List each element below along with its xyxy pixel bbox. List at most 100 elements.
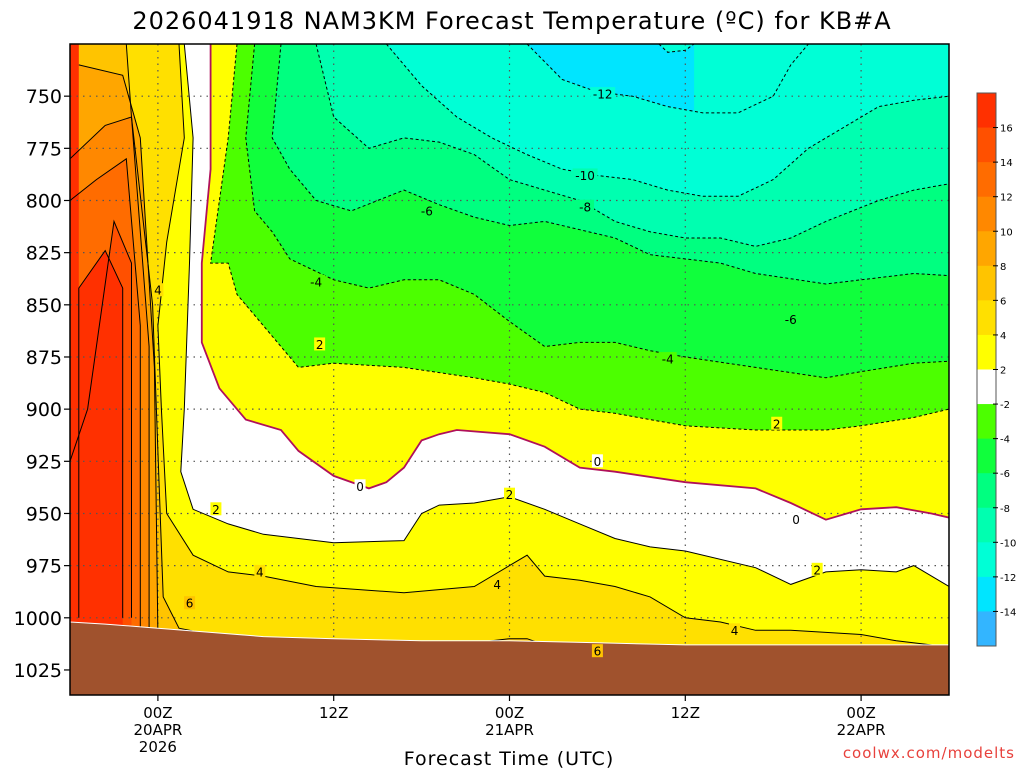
contour-label-bg-9 [354,479,366,493]
isotherm--8 [315,44,949,247]
contour-label-bg-2 [576,199,595,213]
colorbar-label-8: -2 [1000,400,1010,411]
isotherm--14 [658,44,695,53]
colorbar-label-7: 2 [1000,366,1006,377]
colorbar-label-13: -12 [1000,573,1016,584]
colorbar-label-14: -14 [1000,607,1016,618]
contour-label-9: 0 [356,480,364,494]
contour-label-6: -4 [662,353,674,367]
y-tick-label-6: 900 [26,399,62,421]
colorbar-label-0: 16 [1000,124,1013,135]
fill-above-16 [70,44,123,695]
colorbar-bin-11 [977,473,996,509]
y-tick-label-0: 750 [26,86,62,108]
colorbar-bin-13 [977,542,996,578]
x-tick-label-1-0: 12Z [319,704,348,722]
isotherm--2 [210,44,949,431]
colorbar-bin-6 [977,300,996,336]
colorbar-bin-5 [977,265,996,301]
chart-title: 2026041918 NAM3KM Forecast Temperature (… [132,7,891,35]
colorbar-label-10: -6 [1000,469,1010,480]
contour-label-8: 2 [773,417,781,431]
y-tick-label-1: 775 [26,138,62,160]
contour-label-bg-13 [210,502,222,516]
ground-terrain [70,621,949,695]
contour-label-16: 4 [256,565,264,579]
x-tick-label-2-1: 21APR [485,721,534,739]
colorbar-bin-12 [977,507,996,543]
colorbar-bin-15 [977,611,996,647]
isotherm-4 [157,44,949,648]
x-tick-label-0-1: 20APR [133,721,182,739]
contour-label-bg-19 [184,596,196,610]
isotherm-14 [70,219,132,618]
contour-label-bg-1 [572,168,598,182]
credit-link[interactable]: coolwx.com/modelts [843,744,1015,762]
colorbar-label-3: 10 [1000,227,1013,238]
contour-label-14: 2 [813,563,821,577]
contour-label-bg-16 [254,564,266,578]
y-tick-label-10: 1000 [14,608,62,630]
y-tick-label-8: 950 [26,503,62,525]
isotherm-16 [78,249,124,618]
fill-above-0 [70,44,949,695]
colorbar-label-9: -4 [1000,435,1010,446]
contour-label-20: 6 [594,645,602,659]
y-tick-label-5: 875 [26,347,62,369]
y-axis: 750 775 800 825 850 875 900 925 950 975 1000 1025 [14,86,70,682]
gridlines [70,44,949,695]
contour-label-bg-3 [417,203,436,217]
colorbar-label-12: -10 [1000,538,1016,549]
y-tick-label-2: 800 [26,190,62,212]
contour-label-15: 4 [154,284,162,298]
contour-label-19: 6 [186,597,194,611]
isotherm--6 [271,44,949,285]
contour-label-12: 2 [506,488,514,502]
colorbar-bin-1 [977,127,996,163]
plot-area [70,44,949,695]
colorbar-bin-10 [977,438,996,474]
contour-label-bg-14 [811,562,823,576]
contour-label-11: 0 [792,513,800,527]
contour-label-bg-4 [781,312,800,326]
colorbar-label-6: 4 [1000,331,1006,342]
contour-label-bg-6 [658,352,677,366]
contour-label-1: -10 [575,169,595,183]
x-tick-label-2-0: 00Z [495,704,524,722]
contour-label-bg-20 [591,644,603,658]
y-tick-label-3: 825 [26,243,62,265]
x-axis-label: Forecast Time (UTC) [404,748,614,768]
contour-label-4: -6 [785,313,797,327]
y-tick-label-4: 850 [26,295,62,317]
colorbar-label-1: 14 [1000,158,1013,169]
contour-label-2: -8 [579,200,591,214]
isotherm--12 [526,44,809,114]
x-tick-label-0-0: 00Z [143,704,172,722]
contour-label-bg-12 [504,487,515,501]
y-tick-label-9: 975 [26,556,62,578]
contour-label-bg-10 [591,454,603,468]
colorbar-bin-8 [977,369,996,405]
colorbar-bin-9 [977,404,996,440]
colorbar-bin-3 [977,196,996,232]
y-tick-label-11: 1025 [14,660,62,682]
colorbar-bin-4 [977,231,996,267]
colorbar: 16 14 12 10 8 6 4 2 -2 -4 -6 -8 -10 -12 -14 [976,92,1016,647]
isotherm-8 [78,64,159,635]
x-tick-label-3-0: 12Z [671,704,700,722]
contour-label-18: 4 [731,624,739,638]
colorbar-bin-2 [977,162,996,198]
x-tick-label-4-0: 00Z [846,704,875,722]
contour-label-10: 0 [594,455,602,469]
colorbar-label-5: 6 [1000,296,1006,307]
colorbar-bin-14 [977,576,996,612]
colorbar-bin-0 [977,93,996,129]
x-tick-label-4-1: 22APR [837,721,886,739]
contour-label-17: 4 [493,578,501,592]
contour-label-bg-5 [307,274,326,288]
contour-labels: -12 -10 -8 -6 -6 -4 -4 2 2 0 0 0 2 2 2 4 4 4 4 6 6 [152,87,823,659]
colorbar-label-2: 12 [1000,193,1013,204]
x-tick-label-0-2: 2026 [139,738,177,756]
